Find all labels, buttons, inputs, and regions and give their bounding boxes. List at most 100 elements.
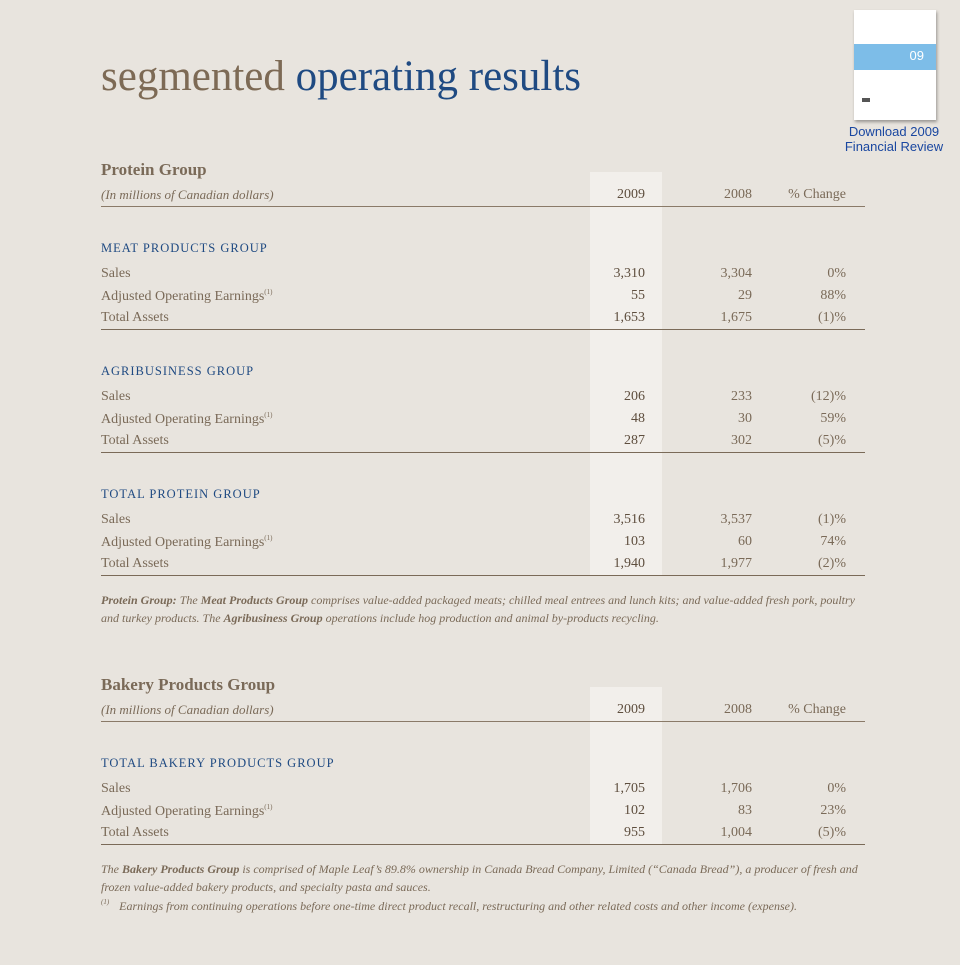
table: (In millions of Canadian dollars) 2009 200…: [101, 172, 865, 576]
cell: 48: [631, 411, 645, 426]
cell: 1,977: [720, 556, 753, 571]
table-row: Sales 206 233 (12)%: [101, 386, 865, 408]
cell: (1)%: [818, 512, 846, 527]
cell: (12)%: [811, 389, 846, 404]
page-title: segmented operating results: [101, 52, 581, 101]
note-text: Agribusiness Group: [223, 610, 323, 625]
cell: 1,675: [720, 310, 753, 325]
table-row: Adjusted Operating Earnings(1) 48 30 59%: [101, 408, 865, 430]
cell: 206: [624, 389, 645, 404]
download-link[interactable]: Download 2009 Financial Review: [844, 124, 944, 154]
cell: 60: [738, 534, 752, 549]
section-heading: AGRIBUSINESS GROUP: [101, 363, 255, 378]
footnote-ref: (1): [264, 410, 273, 419]
footnote-text: Earnings from continuing operations befo…: [119, 899, 797, 913]
row-label: Sales: [101, 512, 545, 528]
cell: 103: [624, 534, 645, 549]
units-label: (In millions of Canadian dollars): [101, 702, 274, 717]
cell: (2)%: [818, 556, 846, 571]
row-label: Total Assets: [101, 825, 545, 841]
header-row: (In millions of Canadian dollars) 2009 200…: [101, 699, 865, 722]
row-label-text: Adjusted Operating Earnings: [101, 534, 265, 550]
cell: 287: [624, 433, 645, 448]
row-label: Total Assets: [101, 433, 545, 449]
row-label-text: Total Assets: [101, 433, 169, 448]
cell: 3,310: [613, 266, 646, 281]
cell: 1,940: [613, 556, 646, 571]
row-label: Sales: [101, 781, 545, 797]
note-text: The: [176, 593, 201, 607]
cell: 302: [731, 433, 752, 448]
cell: (5)%: [818, 825, 846, 840]
cell: 83: [738, 803, 752, 818]
cover-label: 09: [909, 48, 924, 63]
table-row: Adjusted Operating Earnings(1) 103 60 74%: [101, 531, 865, 553]
row-label-text: Adjusted Operating Earnings: [101, 411, 265, 427]
footnote-mark: (1): [101, 898, 110, 906]
cell: 1,706: [720, 781, 753, 796]
cell: 23%: [820, 803, 846, 818]
table-row: Total Assets 955 1,004 (5)%: [101, 822, 865, 845]
column-header: % Change: [788, 702, 846, 717]
cell: 59%: [820, 411, 846, 426]
cell: 102: [624, 803, 645, 818]
table-row: Adjusted Operating Earnings(1) 55 29 88%: [101, 285, 865, 307]
cell: 0%: [827, 781, 846, 796]
row-label-text: Sales: [101, 266, 131, 281]
column-shade: [590, 687, 662, 845]
column-header: % Change: [788, 187, 846, 202]
section-heading: TOTAL PROTEIN GROUP: [101, 486, 261, 501]
row-label-text: Adjusted Operating Earnings: [101, 803, 265, 819]
header-row: (In millions of Canadian dollars) 2009 200…: [101, 184, 865, 207]
title-part: segmented: [101, 53, 285, 100]
cell: 1,653: [613, 310, 646, 325]
cell: 955: [624, 825, 645, 840]
cell: (1)%: [818, 310, 846, 325]
table-row: Total Assets 1,653 1,675 (1)%: [101, 307, 865, 330]
row-label-text: Sales: [101, 512, 131, 527]
group-note: The Bakery Products Group is comprised o…: [101, 861, 861, 896]
units-label: (In millions of Canadian dollars): [101, 187, 274, 202]
note-text: Bakery Products Group: [122, 862, 240, 876]
cell: 1,705: [613, 781, 646, 796]
table-row: Sales 3,310 3,304 0%: [101, 263, 865, 285]
row-label: Sales: [101, 266, 545, 282]
column-header: 2008: [724, 702, 752, 717]
cell: 0%: [827, 266, 846, 281]
row-label-text: Adjusted Operating Earnings: [101, 288, 265, 304]
note-text: comprises value-added packaged meats; ch…: [101, 593, 856, 625]
cell: 3,304: [720, 266, 753, 281]
cell: 30: [738, 411, 752, 426]
table-group: Protein Group (In millions of Canadian do…: [101, 160, 865, 627]
note-text: The: [101, 862, 122, 876]
row-label: Adjusted Operating Earnings(1): [101, 803, 545, 820]
note-text: operations include hog production and an…: [322, 610, 659, 625]
section-heading: TOTAL BAKERY PRODUCTS GROUP: [101, 755, 335, 770]
column-shade: [590, 172, 662, 576]
cell: 29: [738, 288, 752, 303]
cover-logo: [862, 98, 870, 102]
row-label: Total Assets: [101, 310, 545, 326]
table-row: Total Assets 287 302 (5)%: [101, 430, 865, 453]
cell: 3,537: [720, 512, 753, 527]
column-header: 2009: [617, 702, 645, 717]
row-label-text: Sales: [101, 781, 131, 796]
cell: (5)%: [818, 433, 846, 448]
cell: 74%: [820, 534, 846, 549]
column-header: 2008: [724, 187, 752, 202]
cell: 3,516: [613, 512, 646, 527]
note-text: Meat Products Group: [200, 593, 309, 607]
row-label-text: Sales: [101, 389, 131, 404]
cell: 1,004: [720, 825, 753, 840]
row-label-text: Total Assets: [101, 556, 169, 571]
row-label-text: Total Assets: [101, 310, 169, 325]
table-row: Total Assets 1,940 1,977 (2)%: [101, 553, 865, 576]
section-heading: MEAT PRODUCTS GROUP: [101, 240, 268, 255]
table-row: Adjusted Operating Earnings(1) 102 83 23%: [101, 800, 865, 822]
table-group: Bakery Products Group (In millions of Can…: [101, 675, 865, 896]
row-label: Adjusted Operating Earnings(1): [101, 534, 545, 551]
row-label-text: Total Assets: [101, 825, 169, 840]
footnote-ref: (1): [264, 533, 273, 542]
report-cover[interactable]: 09: [854, 10, 936, 120]
